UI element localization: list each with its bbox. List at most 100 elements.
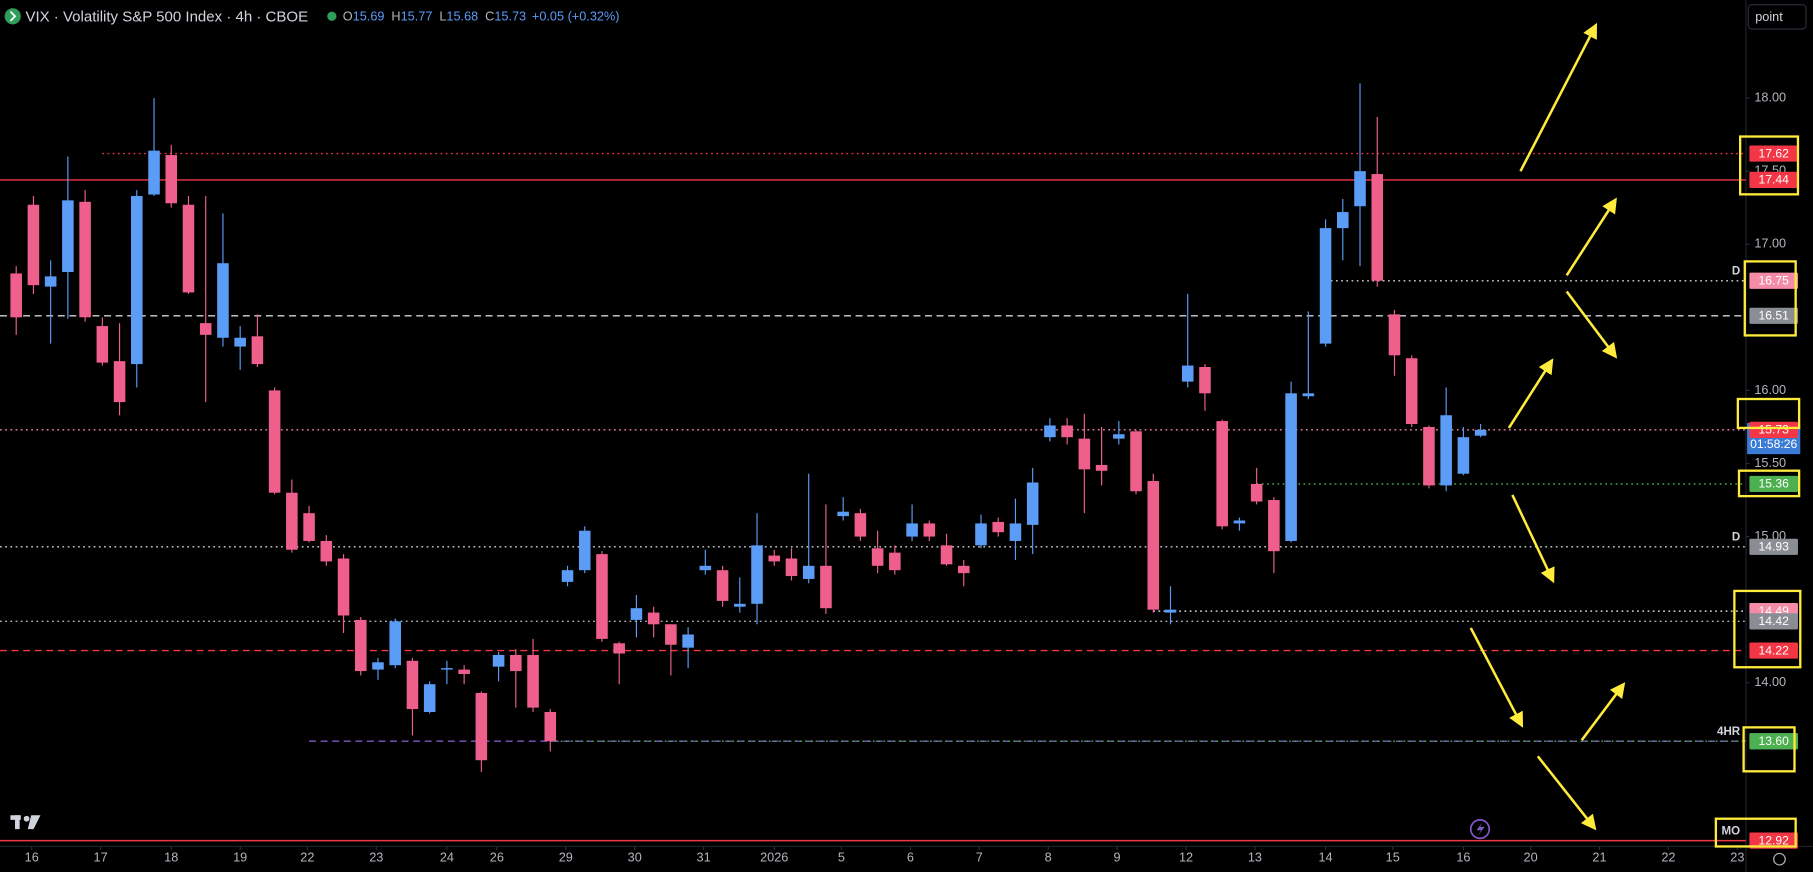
x-tick-label: 22 (1661, 849, 1675, 864)
candle-body (354, 619, 367, 672)
plot-area (0, 83, 1746, 842)
candle-body (182, 204, 195, 293)
candle-body (820, 565, 832, 609)
mode-button[interactable] (1747, 4, 1807, 30)
level-label: 14.42 (1759, 614, 1790, 628)
x-tick-label: 21 (1592, 849, 1606, 864)
level-label: 12.92 (1759, 833, 1790, 847)
level-label-bg (1749, 733, 1798, 750)
x-tick-label: 7 (976, 849, 983, 864)
candle-body (1250, 483, 1263, 502)
logo-part (23, 815, 30, 822)
candle-body (389, 621, 402, 666)
x-tick-label: 31 (697, 849, 711, 864)
y-tick-label: 17.00 (1754, 236, 1786, 251)
candle-body (837, 511, 849, 517)
candle-body (1164, 609, 1177, 613)
level-label: 17.62 (1759, 146, 1790, 160)
candle-body (303, 513, 315, 541)
level-label: 17.44 (1759, 173, 1790, 187)
chart-title: VIX · Volatility S&P 500 Index · 4h · CB… (25, 8, 308, 25)
candle-body (199, 323, 212, 335)
candle-body (10, 273, 22, 318)
candle-body (165, 155, 178, 204)
level-label-bg (1749, 475, 1798, 493)
level-label-bg (1749, 538, 1798, 555)
y-tick-label: 15.50 (1754, 455, 1786, 470)
candle-body (854, 513, 867, 537)
highlight-boxes (1714, 135, 1802, 848)
candle-body (1440, 415, 1452, 486)
x-tick-label: 17 (94, 849, 108, 864)
x-tick-label: 2026 (760, 849, 788, 864)
candle-body (734, 603, 746, 607)
candle-body (923, 523, 936, 537)
logo-part (27, 815, 41, 830)
symbol-icon[interactable] (4, 8, 21, 25)
candle-body (596, 554, 608, 639)
candle-body (1181, 365, 1194, 382)
arrow (1511, 494, 1555, 584)
candle-body (975, 523, 987, 546)
arrow (1580, 682, 1626, 741)
x-tick-label: 23 (369, 849, 383, 864)
level-label: 13.60 (1759, 734, 1790, 748)
tradingview-logo[interactable] (10, 815, 41, 830)
mode-button-label[interactable]: point (1755, 9, 1783, 24)
candle-body (906, 523, 918, 537)
symbol-icon-glyph (9, 11, 17, 22)
level-label-bg (1749, 832, 1798, 849)
highlight-box (1739, 135, 1800, 196)
candle-body (957, 565, 970, 574)
candle-body (492, 654, 505, 667)
candle-body (751, 545, 763, 604)
y-tick-label: 18.00 (1754, 89, 1786, 104)
ohlc-label: C (485, 9, 494, 24)
candle-body (510, 654, 522, 672)
candle-body (1319, 228, 1332, 344)
x-tick-label: 5 (838, 849, 845, 864)
alert-icon-glyph (1476, 822, 1485, 837)
y-tick-label: 16.00 (1754, 382, 1786, 397)
candle-body (630, 608, 643, 620)
ohlc-value: 15.73 (494, 9, 526, 24)
level-tag: 4HR (1717, 726, 1741, 738)
candle-body (44, 276, 57, 287)
highlight-box (1733, 589, 1802, 669)
candle-body (1302, 393, 1315, 397)
candle-body (699, 565, 712, 571)
highlight-box (1736, 397, 1801, 430)
candle-body (1199, 367, 1211, 394)
highlight-box (1737, 469, 1801, 498)
candle-body (1388, 314, 1401, 356)
logo-part (15, 815, 20, 830)
candle-body (113, 361, 126, 403)
candle-body (527, 654, 539, 708)
market-status (327, 11, 337, 21)
x-tick-label: 24 (440, 849, 454, 864)
highlight-box (1742, 726, 1796, 773)
candle-body (217, 263, 229, 338)
x-tick-label: 30 (628, 849, 642, 864)
alert-icon[interactable] (1469, 819, 1491, 840)
chart-header: VIX · Volatility S&P 500 Index · 4h · CB… (25, 8, 619, 25)
ohlc-value: 15.69 (353, 9, 385, 24)
level-label-bg (1749, 272, 1798, 289)
candle-body (682, 634, 694, 648)
candle-body (1474, 429, 1487, 436)
candle-body (337, 558, 350, 616)
level-label-bg (1749, 642, 1798, 659)
settings-icon[interactable] (1773, 852, 1786, 866)
highlight-box (1714, 817, 1797, 848)
highlight-box (1743, 260, 1797, 337)
candle-body (1130, 431, 1142, 492)
candle-body (1026, 482, 1039, 525)
y-tick-label: 14.00 (1754, 674, 1786, 689)
candle-body (1371, 174, 1384, 281)
level-tag: MO (1722, 825, 1741, 837)
x-tick-label: 16 (25, 849, 39, 864)
ohlc-label: L (439, 9, 446, 24)
candle-body (1216, 421, 1228, 527)
candle-body (475, 692, 488, 761)
